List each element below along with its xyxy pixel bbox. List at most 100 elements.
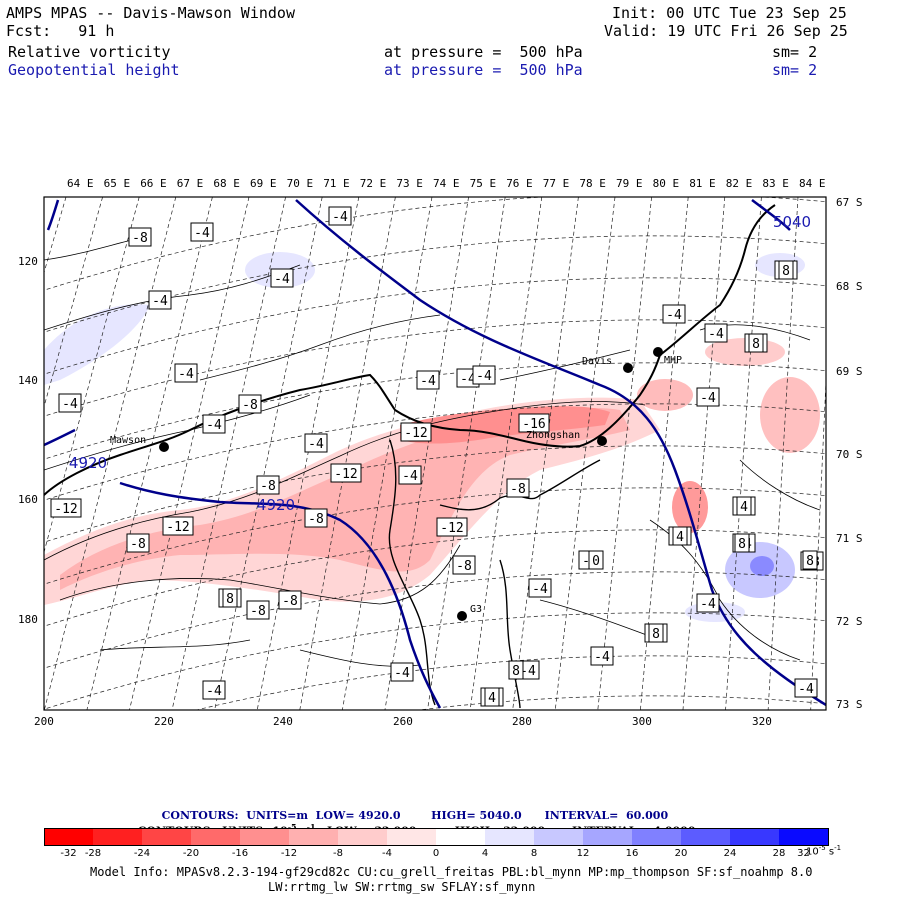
- svg-text:-4: -4: [206, 418, 222, 433]
- x-tick-label: 280: [512, 715, 532, 728]
- longitude-label: 81 E: [689, 177, 716, 190]
- colorbar-label: 4: [481, 848, 489, 859]
- meridian-line: [44, 197, 67, 274]
- map-frame: [43, 196, 827, 711]
- colorbar-label: 8: [530, 848, 538, 859]
- vorticity-contour-label: -8: [256, 475, 280, 495]
- coastline: [44, 204, 776, 496]
- y-tick-label: 180: [18, 613, 38, 626]
- parallel-line: [44, 319, 826, 417]
- colorbar-label: -24: [133, 848, 151, 859]
- meridian-line: [171, 197, 286, 710]
- svg-text:-4: -4: [332, 210, 348, 225]
- svg-text:-8: -8: [282, 594, 298, 609]
- svg-text:8: 8: [738, 537, 746, 552]
- meridian-line: [384, 197, 469, 710]
- svg-text:-12: -12: [440, 521, 463, 536]
- svg-text:-8: -8: [130, 537, 146, 552]
- forecast-hour: Fcst: 91 h: [6, 22, 115, 40]
- field1-level: at pressure = 500 hPa: [384, 43, 583, 61]
- vorticity-contour-label: -4: [328, 206, 352, 226]
- svg-text:-4: -4: [708, 327, 724, 342]
- colorbar-label: 28: [772, 848, 786, 859]
- field2-sm: sm= 2: [772, 61, 818, 79]
- svg-text:MHP: MHP: [664, 355, 682, 366]
- vorticity-contour-label: -8: [506, 478, 530, 498]
- colorbar-swatch: [191, 828, 241, 846]
- latitude-label: 70 S: [836, 448, 863, 461]
- vorticity-contour-label: -4: [416, 370, 440, 390]
- colorbar-swatch: [338, 828, 388, 846]
- colorbar-swatch: [681, 828, 731, 846]
- vorticity-contour-label: -8: [304, 508, 328, 528]
- height-contours: [44, 199, 826, 709]
- colorbar-swatch: [436, 828, 486, 846]
- x-tick-label: 200: [34, 715, 54, 728]
- colorbar-swatch: [142, 828, 192, 846]
- colorbar-label: -32: [60, 848, 77, 859]
- svg-text:Mawson: Mawson: [110, 435, 146, 446]
- svg-text:-4: -4: [532, 582, 548, 597]
- svg-text:8: 8: [782, 264, 790, 279]
- svg-text:-4: -4: [700, 597, 716, 612]
- longitude-label: 75 E: [469, 177, 497, 190]
- vorticity-contour-label: -4: [190, 222, 214, 242]
- colorbar-unit: 10-5 s-1: [806, 844, 842, 858]
- vorticity-contour-label: -4: [528, 578, 552, 598]
- svg-text:4: 4: [488, 691, 496, 706]
- svg-text:-4: -4: [402, 469, 418, 484]
- lat-lon-grid: [44, 197, 826, 710]
- svg-text:-4: -4: [420, 374, 436, 389]
- parallel-line: [44, 235, 826, 333]
- x-tick-label: 260: [393, 715, 413, 728]
- station-g3: G3: [457, 604, 482, 621]
- longitude-label: 77 E: [542, 177, 570, 190]
- svg-text:Zhongshan: Zhongshan: [526, 430, 580, 441]
- latitude-label: 71 S: [836, 532, 863, 545]
- longitude-label: 83 E: [762, 177, 789, 190]
- meridian-line: [554, 197, 616, 710]
- longitude-label: 74 E: [433, 177, 460, 190]
- vorticity-contour-label: -16: [518, 413, 550, 433]
- meridian-line: [810, 374, 826, 710]
- svg-text:-4: -4: [460, 372, 476, 387]
- longitude-label: 71 E: [323, 177, 350, 190]
- svg-text:-4: -4: [394, 666, 410, 681]
- svg-text:4: 4: [676, 530, 684, 545]
- vorticity-contour-label: -4: [590, 646, 614, 666]
- positive-vorticity-patch: [750, 556, 774, 576]
- vorticity-contour-label: -8: [126, 533, 150, 553]
- colorbar-swatch: [730, 828, 780, 846]
- longitude-label: 65 E: [103, 177, 131, 190]
- svg-text:-8: -8: [456, 559, 472, 574]
- colorbar-label: 16: [625, 848, 639, 859]
- colorbar-label: -28: [84, 848, 102, 859]
- latitude-label: 69 S: [836, 365, 863, 378]
- longitude-label: 72 E: [359, 177, 387, 190]
- parallel-line: [44, 445, 826, 543]
- meridian-line: [214, 197, 323, 710]
- longitude-label: 82 E: [725, 177, 753, 190]
- meridian-line: [469, 197, 543, 710]
- colorbar-swatch: [44, 828, 95, 846]
- svg-text:8: 8: [806, 554, 814, 569]
- vorticity-contour-label: -4: [174, 363, 198, 383]
- meridian-line: [682, 197, 726, 710]
- vorticity-contour-label: 4: [672, 526, 688, 546]
- colorbar-label: -20: [182, 848, 200, 859]
- longitude-label: 73 E: [396, 177, 423, 190]
- station-davis: Davis: [582, 356, 633, 373]
- vorticity-contour-label: 8: [802, 550, 818, 570]
- meridian-line: [256, 197, 360, 710]
- vorticity-contour-label: -4: [202, 414, 226, 434]
- longitude-label: 79 E: [616, 177, 643, 190]
- svg-text:-12: -12: [404, 426, 427, 441]
- vorticity-shading-cell: [760, 377, 820, 453]
- vorticity-contour-label: -4: [202, 680, 226, 700]
- svg-text:-4: -4: [520, 664, 536, 679]
- longitude-label: 69 E: [250, 177, 277, 190]
- colorbar-label: 12: [576, 848, 590, 859]
- map-field-layer: [44, 197, 826, 710]
- longitude-label: 78 E: [579, 177, 606, 190]
